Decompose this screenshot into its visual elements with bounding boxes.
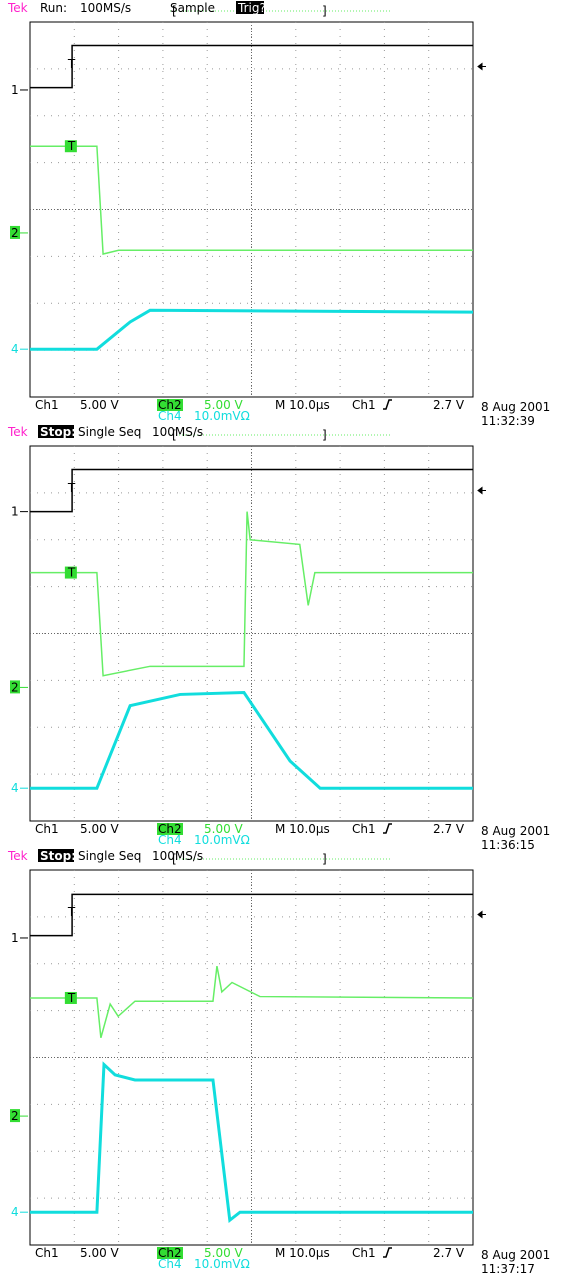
trigger-bracket: ] [322,428,327,442]
mode: Sample [170,1,215,15]
time: 11:36:15 [481,838,535,852]
channel-marker: 4 [11,781,19,795]
status: Run: [40,1,67,15]
date: 8 Aug 2001 [481,1248,550,1262]
slope-icon [383,400,392,409]
rate: 100MS/s [152,849,203,863]
channel-marker: 2 [11,226,19,240]
trigger-mark: T [67,991,76,1005]
time: 11:32:39 [481,414,535,428]
ch4-scale: 10.0mVΩ [194,409,250,423]
channel-label: Ch4 [158,833,182,847]
channel-marker: 4 [11,342,19,356]
trigger-source: Ch1 [352,1246,376,1260]
channel-marker: 2 [11,1109,19,1123]
brand: Tek [7,425,28,439]
channel-label: Ch4 [158,409,182,423]
trigger-mark: T [67,57,76,71]
ch1-scale: 5.00 V [80,822,120,836]
channel-marker: 2 [11,680,19,694]
channel-label: Ch1 [35,398,59,412]
trigger-level: 2.7 V [433,1246,465,1260]
rate: 100MS/s [152,425,203,439]
channel-marker: 1 [11,505,19,519]
ch1-scale: 5.00 V [80,1246,120,1260]
mode: Single Seq [78,849,141,863]
trigger-arrow [478,64,486,70]
trigger-mark: T [67,139,76,153]
date: 8 Aug 2001 [481,824,550,838]
trigger-arrow [478,488,486,494]
channel-label: Ch1 [35,1246,59,1260]
trigger-mark: T [67,905,76,919]
trigger-source: Ch1 [352,398,376,412]
channel-label: Ch1 [35,822,59,836]
brand: Tek [7,849,28,863]
slope-icon [383,824,392,833]
channel-marker: 1 [11,931,19,945]
trigger-source: Ch1 [352,822,376,836]
channel-marker: 4 [11,1205,19,1219]
mode: Single Seq [78,425,141,439]
ch4-scale: 10.0mVΩ [194,833,250,847]
trigger-bracket: ] [322,4,327,18]
trig-state: Trig? [237,1,266,15]
scope-captures: []124TTTekRun:100MS/sSampleTrig?Ch15.00 … [0,0,562,1277]
trigger-mark: T [67,566,76,580]
channel-label: Ch4 [158,1257,182,1271]
channel-marker: 1 [11,83,19,97]
trigger-level: 2.7 V [433,398,465,412]
brand: Tek [7,1,28,15]
ch4-scale: 10.0mVΩ [194,1257,250,1271]
timebase: M 10.0µs [275,398,330,412]
rate: 100MS/s [80,1,131,15]
trigger-arrow [478,912,486,918]
status: Stop: [40,849,76,863]
page: {"chart_data":[ {"type":"line","header":… [0,0,562,1277]
trigger-level: 2.7 V [433,822,465,836]
status: Stop: [40,425,76,439]
slope-icon [383,1248,392,1257]
timebase: M 10.0µs [275,1246,330,1260]
date: 8 Aug 2001 [481,400,550,414]
trigger-mark: T [67,481,76,495]
trigger-bracket: ] [322,852,327,866]
time: 11:37:17 [481,1262,535,1276]
timebase: M 10.0µs [275,822,330,836]
ch1-scale: 5.00 V [80,398,120,412]
